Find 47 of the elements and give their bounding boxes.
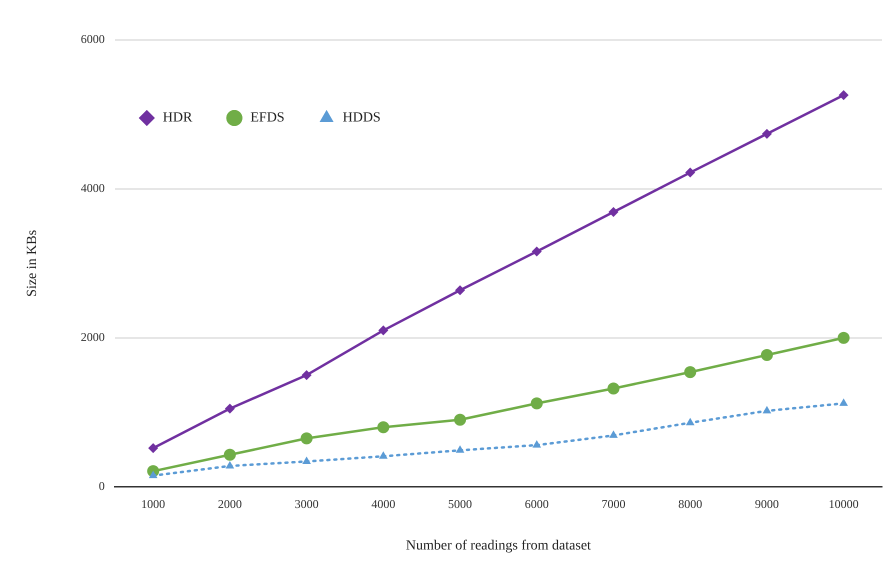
- point: [300, 432, 313, 444]
- y-tick-label: 0: [98, 478, 105, 493]
- point: [148, 443, 158, 454]
- point: [607, 382, 620, 395]
- point: [377, 421, 390, 434]
- legend-label: HDDS: [342, 110, 381, 126]
- point: [762, 406, 772, 414]
- point: [454, 414, 466, 426]
- point: [762, 128, 772, 139]
- x-tick-label: 5000: [448, 497, 472, 512]
- y-tick-label: 4000: [80, 181, 105, 196]
- point: [838, 90, 849, 100]
- point: [378, 325, 388, 336]
- x-tick-label: 9000: [754, 497, 779, 512]
- point: [609, 430, 618, 438]
- point: [760, 348, 773, 361]
- x-tick-label: 7000: [601, 497, 626, 512]
- x-tick-label: 1000: [141, 497, 166, 512]
- point: [838, 332, 850, 344]
- point: [532, 246, 542, 256]
- y-tick-label: 2000: [80, 330, 105, 344]
- point: [532, 440, 542, 448]
- point: [378, 451, 388, 459]
- x-tick-label: 8000: [678, 497, 702, 512]
- point: [224, 404, 235, 414]
- x-axis-title: Number of readings from dataset: [406, 538, 592, 554]
- y-axis-title: Size in KBs: [25, 230, 40, 297]
- x-tick-label: 6000: [524, 497, 549, 512]
- x-tick-label: 2000: [218, 497, 242, 512]
- point: [455, 285, 466, 296]
- point: [456, 445, 464, 453]
- point: [839, 398, 848, 406]
- point: [684, 366, 696, 378]
- x-tick-label: 3000: [294, 497, 319, 512]
- x-tick-label: 10000: [828, 497, 859, 512]
- point: [686, 418, 695, 426]
- point: [685, 168, 696, 178]
- x-tick-label: 4000: [371, 497, 396, 512]
- point: [530, 397, 543, 410]
- legend-label: HDR: [162, 110, 194, 126]
- point: [302, 370, 312, 380]
- y-tick-label: 6000: [80, 32, 105, 46]
- point: [226, 460, 234, 468]
- point: [608, 207, 618, 218]
- point: [302, 456, 311, 464]
- point: [224, 448, 236, 461]
- legend-label: EFDS: [250, 110, 285, 126]
